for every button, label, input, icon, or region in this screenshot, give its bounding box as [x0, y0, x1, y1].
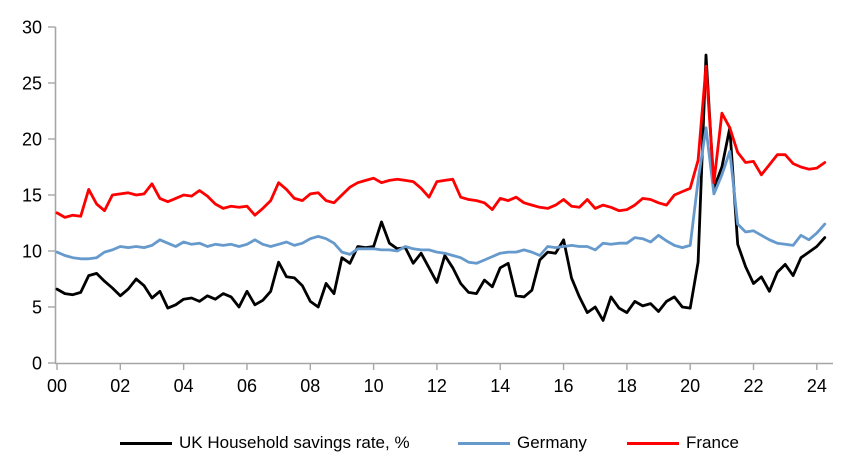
x-tick-label: 02	[110, 376, 130, 396]
uk-line	[55, 53, 827, 322]
legend-item-uk: UK Household savings rate, %	[120, 433, 410, 453]
legend-label-france: France	[686, 433, 739, 452]
legend-item-france: France	[627, 433, 739, 453]
x-tick-label: 04	[174, 376, 194, 396]
france-line-swatch	[627, 441, 679, 445]
y-tick-label: 5	[32, 298, 42, 318]
y-tick-label: 15	[22, 186, 42, 206]
y-tick-label: 20	[22, 130, 42, 150]
germany-line-swatch	[458, 441, 510, 445]
x-tick-label: 08	[300, 376, 320, 396]
y-tick-label: 0	[32, 354, 42, 374]
france-line	[55, 64, 827, 219]
x-tick-label: 16	[554, 376, 574, 396]
x-tick-label: 20	[680, 376, 700, 396]
x-tick-label: 10	[364, 376, 384, 396]
uk-line-swatch	[120, 441, 172, 445]
x-tick-label: 22	[744, 376, 764, 396]
y-tick-label: 25	[22, 74, 42, 94]
germany-line	[55, 126, 827, 265]
y-tick-label: 30	[22, 18, 42, 38]
x-tick-label: 24	[807, 376, 827, 396]
legend-label-germany: Germany	[517, 433, 587, 452]
x-tick-label: 00	[47, 376, 67, 396]
x-tick-label: 12	[427, 376, 447, 396]
legend-label-uk: UK Household savings rate, %	[179, 433, 410, 452]
legend-item-germany: Germany	[458, 433, 587, 453]
x-tick-label: 18	[617, 376, 637, 396]
x-tick-label: 14	[490, 376, 510, 396]
x-tick-label: 06	[237, 376, 257, 396]
y-tick-label: 10	[22, 242, 42, 262]
